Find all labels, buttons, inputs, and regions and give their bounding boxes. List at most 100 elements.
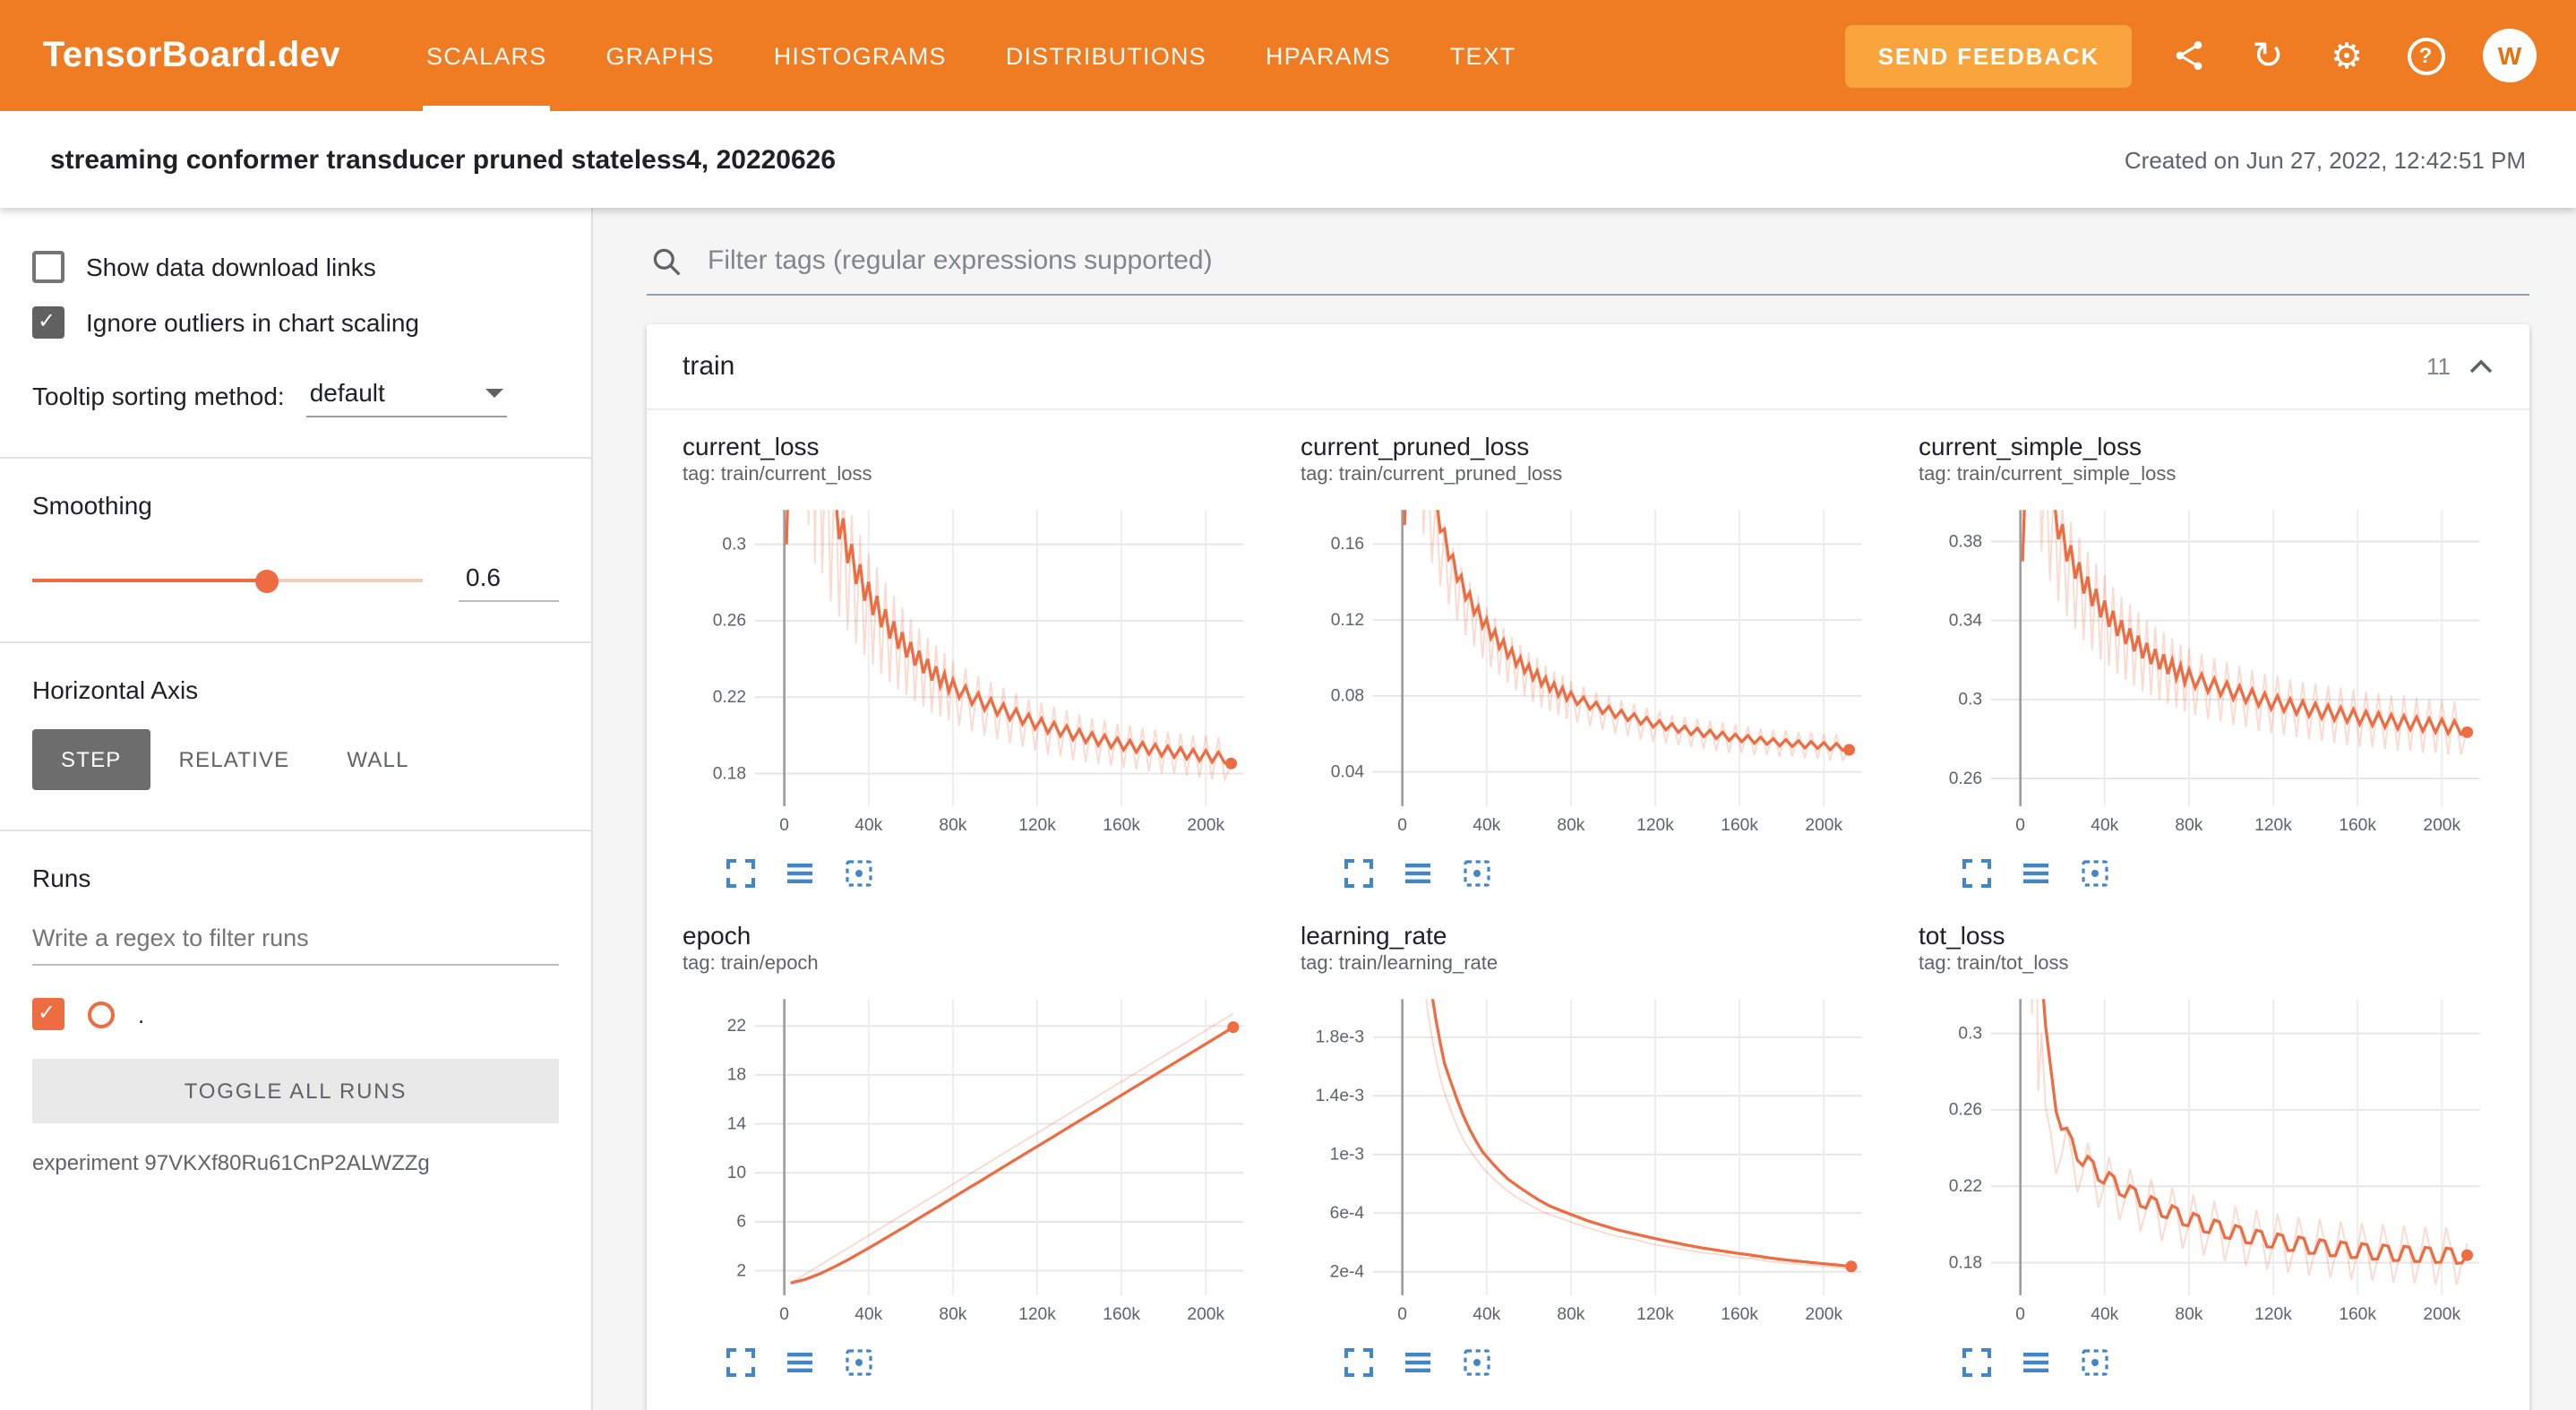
toggle-all-runs-button[interactable]: TOGGLE ALL RUNS — [32, 1059, 559, 1123]
axis-button-step[interactable]: STEP — [32, 729, 150, 790]
run-color-circle-icon[interactable] — [88, 1001, 115, 1027]
fit-domain-icon[interactable] — [2080, 858, 2110, 889]
expand-chart-icon[interactable] — [726, 1347, 756, 1378]
tag-filter-row — [647, 236, 2529, 296]
tab-histograms[interactable]: HISTOGRAMS — [773, 42, 947, 69]
share-icon[interactable] — [2168, 34, 2211, 77]
x-tick-label: 200k — [2423, 1305, 2460, 1324]
ignore-outliers-checkbox[interactable] — [32, 306, 64, 339]
y-tick-label: 1e-3 — [1330, 1145, 1364, 1164]
y-tick-label: 0.3 — [722, 535, 746, 554]
data-table-icon[interactable] — [785, 1347, 815, 1378]
smoothing-slider-thumb[interactable] — [254, 569, 279, 592]
expand-chart-icon[interactable] — [1344, 1347, 1374, 1378]
chart-title: current_pruned_loss — [1301, 432, 1530, 460]
chart-card: tot_loss tag: train/tot_loss 0.18 0.22 0.2… — [1919, 921, 2494, 1378]
tooltip-sorting-value: default — [309, 378, 385, 407]
x-tick-label: 80k — [1557, 816, 1584, 835]
chart-plot[interactable]: 0.18 0.22 0.26 0.3 0 40k 80k 120k 160k 200k — [1919, 982, 2494, 1337]
x-tick-label: 160k — [2339, 1305, 2376, 1324]
chart-title: tot_loss — [1919, 921, 2005, 950]
end-dot — [1227, 1021, 1240, 1034]
runs-filter-input[interactable] — [32, 910, 559, 966]
smoothed-line — [1403, 510, 1850, 752]
y-tick-label: 0.08 — [1331, 687, 1364, 706]
x-tick-label: 0 — [1397, 816, 1407, 835]
chart-card: current_simple_loss tag: train/current_s… — [1919, 432, 2494, 889]
end-dot — [1845, 1260, 1858, 1273]
smoothing-slider[interactable] — [32, 569, 423, 592]
axis-button-relative[interactable]: RELATIVE — [150, 729, 319, 790]
data-table-icon[interactable] — [1403, 858, 1433, 889]
tab-distributions[interactable]: DISTRIBUTIONS — [1005, 42, 1206, 69]
settings-gear-icon[interactable]: ⚙ — [2331, 37, 2363, 76]
fit-domain-icon[interactable] — [1462, 858, 1492, 889]
chevron-up-icon[interactable] — [2469, 358, 2494, 374]
run-checkbox[interactable] — [32, 998, 64, 1030]
x-tick-label: 120k — [2254, 816, 2292, 835]
x-tick-label: 200k — [1187, 1305, 1224, 1324]
x-tick-label: 80k — [1557, 1305, 1584, 1324]
expand-chart-icon[interactable] — [1962, 858, 1992, 889]
show-download-links-row: Show data download links — [32, 251, 559, 283]
axis-button-wall[interactable]: WALL — [318, 729, 437, 790]
x-tick-label: 40k — [1473, 816, 1500, 835]
chart-plot[interactable]: 0.26 0.3 0.34 0.38 0 40k 80k 120k 160k 200k — [1919, 493, 2494, 847]
fit-domain-icon[interactable] — [844, 858, 874, 889]
y-tick-label: 2e-4 — [1330, 1262, 1365, 1281]
chart-plot[interactable]: 0.04 0.08 0.12 0.16 0 40k 80k 120k 160k 200k — [1301, 493, 1876, 847]
fit-domain-icon[interactable] — [844, 1347, 874, 1378]
fit-domain-icon[interactable] — [2080, 1347, 2110, 1378]
smoothing-value-input[interactable]: 0.6 — [459, 559, 559, 602]
smoothed-line — [790, 1026, 1234, 1285]
help-icon[interactable]: ? — [2404, 34, 2447, 77]
expand-chart-icon[interactable] — [1344, 858, 1374, 889]
chart-tag: tag: train/tot_loss — [1919, 953, 2069, 975]
fit-domain-icon[interactable] — [1462, 1347, 1492, 1378]
y-tick-label: 6 — [736, 1213, 746, 1232]
tag-filter-input[interactable] — [704, 244, 2526, 278]
tab-hparams[interactable]: HPARAMS — [1265, 42, 1391, 69]
expand-chart-icon[interactable] — [1962, 1347, 1992, 1378]
send-feedback-button[interactable]: SEND FEEDBACK — [1845, 24, 2132, 87]
chart-toolbar — [1301, 1347, 1876, 1378]
tab-text[interactable]: TEXT — [1449, 42, 1516, 69]
divider — [0, 830, 591, 831]
chart-title: epoch — [683, 921, 751, 950]
avatar[interactable]: W — [2483, 29, 2537, 82]
chart-title: current_loss — [683, 432, 820, 460]
tab-scalars[interactable]: SCALARS — [422, 0, 551, 111]
horizontal-axis-buttons: STEP RELATIVE WALL — [32, 729, 559, 790]
expand-chart-icon[interactable] — [726, 858, 756, 889]
run-row: . — [32, 998, 559, 1030]
tooltip-sorting-row: Tooltip sorting method: default — [32, 374, 559, 417]
help-question-mark: ? — [2407, 37, 2444, 74]
chart-card: epoch tag: train/epoch 2 6 10 14 18 22 0 40k 80k… — [683, 921, 1258, 1378]
chart-plot[interactable]: 0.18 0.22 0.26 0.3 0 40k 80k 120k 160k 200k — [683, 493, 1258, 847]
x-tick-label: 160k — [1103, 1305, 1140, 1324]
tab-graphs[interactable]: GRAPHS — [605, 42, 715, 69]
data-table-icon[interactable] — [785, 858, 815, 889]
experiment-id: experiment 97VKXf80Ru61CnP2ALWZZg — [32, 1150, 430, 1175]
brand-logo[interactable]: TensorBoard.dev — [43, 35, 340, 74]
x-tick-label: 120k — [2254, 1305, 2292, 1324]
show-download-links-checkbox[interactable] — [32, 251, 64, 283]
smoothed-line — [2041, 999, 2469, 1266]
train-group-header[interactable]: train 11 — [647, 324, 2529, 410]
chart-plot[interactable]: 2 6 10 14 18 22 0 40k 80k 120k 160k 200k — [683, 982, 1258, 1337]
data-table-icon[interactable] — [2021, 1347, 2051, 1378]
y-tick-label: 0.22 — [1949, 1177, 1982, 1196]
ignore-outliers-row: Ignore outliers in chart scaling — [32, 306, 559, 339]
y-tick-label: 0.26 — [1949, 769, 1982, 788]
x-tick-label: 160k — [1103, 816, 1140, 835]
end-dot — [2460, 726, 2474, 738]
chart-plot[interactable]: 2e-4 6e-4 1e-3 1.4e-3 1.8e-3 0 40k 80k 120k 160k 2… — [1301, 982, 1876, 1337]
tooltip-sorting-select[interactable]: default — [305, 374, 507, 417]
group-name: train — [683, 351, 735, 382]
refresh-icon[interactable]: ↻ — [2252, 35, 2284, 76]
x-tick-label: 200k — [1805, 816, 1842, 835]
y-tick-label: 0.04 — [1331, 762, 1365, 781]
data-table-icon[interactable] — [2021, 858, 2051, 889]
data-table-icon[interactable] — [1403, 1347, 1433, 1378]
